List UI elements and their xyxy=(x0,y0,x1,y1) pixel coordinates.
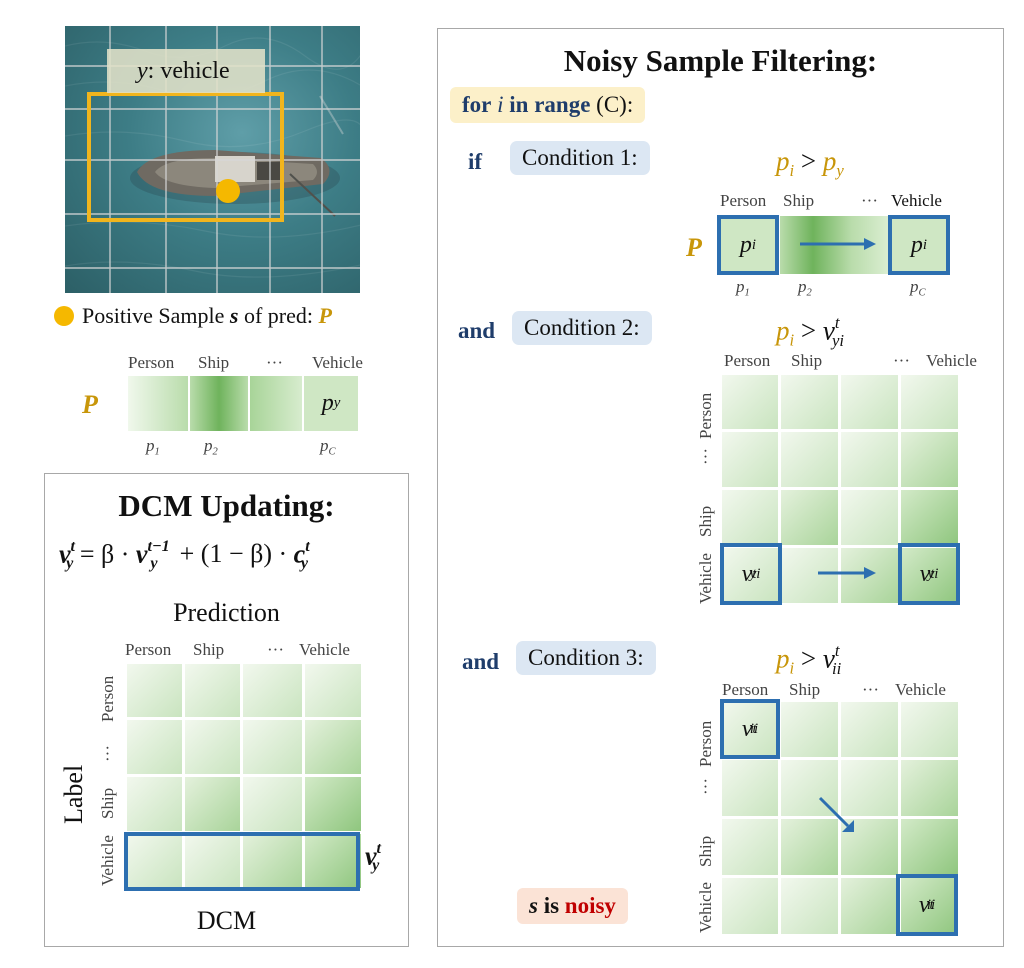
c3-cat-person: Person xyxy=(722,680,769,699)
legend-mid: of pred: xyxy=(238,303,319,328)
prediction-axis-label: Prediction xyxy=(173,598,280,627)
cond1-expr: pi > py xyxy=(776,146,844,180)
c2-vyi-right: v t yi xyxy=(898,543,960,605)
p2-label: p2 xyxy=(204,436,218,458)
label-text: : vehicle xyxy=(147,58,230,84)
filtering-panel: Noisy Sample Filtering: for i in range (… xyxy=(437,28,1004,947)
dcm-footer: DCM xyxy=(196,906,257,935)
p1-label: p1 xyxy=(146,436,160,458)
label-variable: y xyxy=(137,58,148,84)
c1-p1: p1 xyxy=(736,277,750,299)
c1-cat-ship: Ship xyxy=(783,191,815,210)
c1-cat-vehicle: Vehicle xyxy=(891,191,942,210)
dcm-col-ship: Ship xyxy=(193,640,225,659)
c3-arrow-icon xyxy=(818,796,854,832)
cond2-expr: pi > vtyi xyxy=(776,313,845,350)
cond3-expr: pi > vtii xyxy=(776,641,842,678)
vy-label: vty xyxy=(365,840,382,874)
c3-vii-topleft: v t ii xyxy=(720,699,780,759)
c2-cat-ship: Ship xyxy=(791,351,823,370)
positive-sample-legend: Positive Sample s of pred: P xyxy=(54,303,332,329)
condition-2: Condition 2: xyxy=(512,311,652,345)
c3-cat-vehicle: Vehicle xyxy=(895,680,946,699)
if-keyword: if xyxy=(468,149,483,174)
filter-title: Noisy Sample Filtering: xyxy=(563,43,878,78)
condition-1: Condition 1: xyxy=(510,141,650,175)
dcm-col-person: Person xyxy=(125,640,172,659)
noisy-result: s is noisy xyxy=(517,888,628,924)
label-axis-label: Label xyxy=(59,764,88,824)
c3-cat-ship: Ship xyxy=(789,680,821,699)
and-keyword-2: and xyxy=(462,649,500,674)
dcm-formula: vty = β · vt−1y + (1 − β) · cty xyxy=(59,538,310,572)
dcm-matrix xyxy=(127,664,361,891)
c2-row-person: Person xyxy=(696,392,715,439)
pC-label: pC xyxy=(320,436,336,458)
c3-vii-bottomright: v t ii xyxy=(896,874,958,936)
dcm-panel: DCM Updating: vty = β · vt−1y + (1 − β) … xyxy=(44,473,409,947)
c1-P: P xyxy=(686,233,702,262)
c2-matrix xyxy=(722,375,958,603)
vector-P: P xyxy=(82,390,98,419)
legend-prefix: Positive Sample xyxy=(82,303,230,328)
c1-cat-person: Person xyxy=(720,191,767,210)
c2-row-ship: Ship xyxy=(696,505,715,537)
c2-vyi-left: v t yi xyxy=(720,543,782,605)
c2-cat-vehicle: Vehicle xyxy=(926,351,977,370)
cat-ship: Ship xyxy=(198,353,230,372)
legend-s: s xyxy=(229,303,239,328)
condition-3: Condition 3: xyxy=(516,641,656,675)
dcm-row-ellipsis: ··· xyxy=(98,745,117,762)
dcm-row-person: Person xyxy=(98,675,117,722)
cat-ellipsis: ··· xyxy=(266,353,283,372)
dcm-row-highlight xyxy=(124,832,360,891)
dcm-row-ship: Ship xyxy=(98,787,117,819)
dcm-col-ellipsis: ··· xyxy=(267,640,284,659)
c3-row-ship: Ship xyxy=(696,835,715,867)
dcm-row-vehicle: Vehicle xyxy=(98,835,117,886)
dcm-col-vehicle: Vehicle xyxy=(299,640,350,659)
cat-person: Person xyxy=(128,353,175,372)
cat-vehicle: Vehicle xyxy=(312,353,363,372)
c1-cat-ellipsis: ··· xyxy=(861,191,878,210)
c3-row-ellipsis: ··· xyxy=(696,778,715,795)
c2-row-ellipsis: ··· xyxy=(696,448,715,465)
c3-row-vehicle: Vehicle xyxy=(696,882,715,933)
c3-cat-ellipsis: ··· xyxy=(862,680,879,699)
c2-cat-ellipsis: ··· xyxy=(893,351,910,370)
c3-row-person: Person xyxy=(696,720,715,767)
class-label-tag: y: vehicle xyxy=(107,49,265,93)
loop-statement: for i in range (C): xyxy=(450,87,646,123)
c2-cat-person: Person xyxy=(724,351,771,370)
and-keyword-1: and xyxy=(458,318,496,343)
c1-pC: pC xyxy=(910,277,926,299)
dcm-title: DCM Updating: xyxy=(118,488,335,523)
c1-p2: p2 xyxy=(798,277,812,299)
satellite-image: y: vehicle xyxy=(65,26,360,293)
c1-arrow-icon xyxy=(800,238,876,250)
legend-P: P xyxy=(318,303,332,328)
c2-row-vehicle: Vehicle xyxy=(696,553,715,604)
c2-arrow-icon xyxy=(818,567,876,579)
positive-dot-icon xyxy=(54,306,74,326)
